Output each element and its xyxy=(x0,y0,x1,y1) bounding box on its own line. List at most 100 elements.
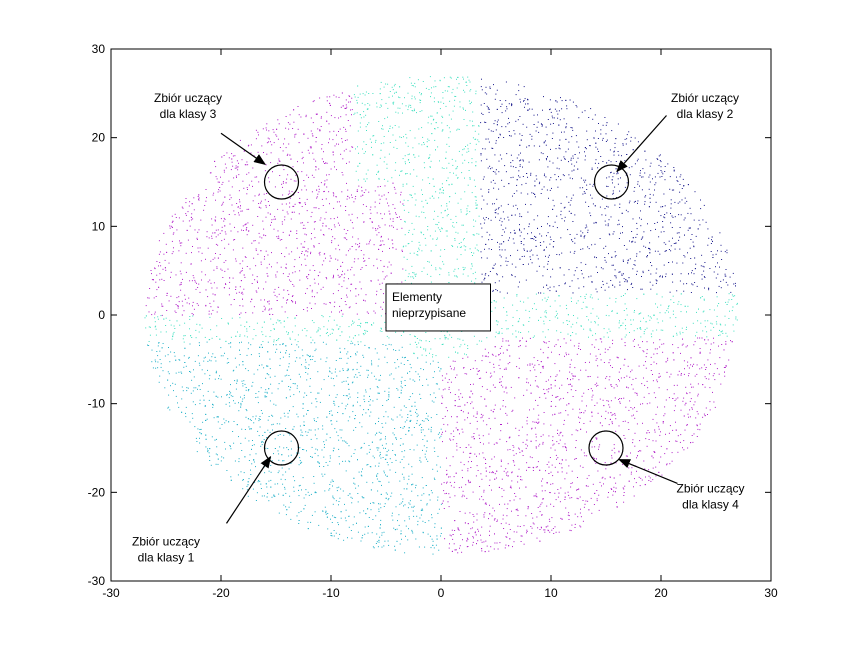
data-point xyxy=(524,98,526,100)
data-point xyxy=(446,235,448,237)
data-point xyxy=(399,503,401,505)
data-point xyxy=(433,197,435,199)
data-point xyxy=(305,264,307,266)
data-point xyxy=(330,410,332,412)
data-point xyxy=(313,322,315,324)
data-point xyxy=(336,143,337,145)
data-point xyxy=(225,233,227,235)
data-point xyxy=(446,167,448,169)
data-point xyxy=(585,201,587,203)
data-point xyxy=(239,199,240,201)
data-point xyxy=(228,323,229,325)
data-point xyxy=(266,273,268,275)
data-point xyxy=(221,183,223,185)
data-point xyxy=(258,353,260,355)
data-point xyxy=(533,408,535,410)
data-point xyxy=(302,407,304,409)
data-point xyxy=(478,233,480,235)
data-point xyxy=(303,162,304,164)
data-point xyxy=(565,447,567,449)
data-point xyxy=(428,139,430,141)
data-point xyxy=(613,172,615,174)
data-point xyxy=(546,312,547,314)
data-point xyxy=(384,438,386,440)
data-point xyxy=(436,112,438,114)
data-point xyxy=(618,371,620,373)
data-point xyxy=(227,268,229,270)
data-point xyxy=(367,322,368,324)
data-point xyxy=(693,363,695,365)
data-point xyxy=(643,396,645,398)
data-point xyxy=(633,346,635,347)
data-point xyxy=(265,281,267,283)
data-point xyxy=(156,261,158,262)
data-point xyxy=(541,226,542,227)
data-point xyxy=(663,231,665,233)
data-point xyxy=(703,204,705,206)
data-point xyxy=(566,196,568,198)
data-point xyxy=(357,493,359,494)
data-point xyxy=(261,326,263,328)
data-point xyxy=(268,470,270,472)
data-point xyxy=(574,458,576,460)
data-point xyxy=(542,124,543,126)
data-point xyxy=(455,231,457,233)
data-point xyxy=(161,278,163,280)
data-point xyxy=(535,293,537,295)
data-point xyxy=(674,216,676,218)
data-point xyxy=(370,280,372,282)
data-point xyxy=(413,169,415,171)
data-point xyxy=(591,297,593,299)
data-point xyxy=(405,142,407,144)
data-point xyxy=(425,350,427,352)
data-point xyxy=(350,219,352,221)
data-point xyxy=(645,159,647,161)
data-point xyxy=(594,457,596,459)
data-point xyxy=(468,444,470,446)
data-point xyxy=(172,382,174,384)
data-point xyxy=(361,496,363,498)
data-point xyxy=(147,344,148,346)
data-point xyxy=(585,369,587,371)
data-point xyxy=(395,471,397,473)
data-point xyxy=(656,363,658,365)
data-point xyxy=(255,500,257,501)
data-point xyxy=(506,108,508,110)
data-point xyxy=(535,175,537,177)
data-point xyxy=(379,157,381,159)
data-point xyxy=(463,268,465,270)
data-point xyxy=(572,221,574,222)
data-point xyxy=(339,497,341,499)
data-point xyxy=(498,364,500,366)
data-point xyxy=(661,276,663,278)
data-point xyxy=(180,245,182,247)
data-point xyxy=(624,160,626,162)
data-point xyxy=(252,185,253,187)
data-point xyxy=(224,441,226,443)
data-point xyxy=(540,503,542,505)
data-point xyxy=(442,217,444,219)
data-point xyxy=(492,130,494,132)
data-point xyxy=(215,243,217,245)
data-point xyxy=(346,287,348,289)
data-point xyxy=(650,317,652,319)
data-point xyxy=(541,502,543,504)
data-point xyxy=(253,373,255,375)
data-point xyxy=(437,361,439,363)
data-point xyxy=(550,376,552,378)
data-point xyxy=(275,218,276,220)
data-point xyxy=(447,90,449,92)
data-point xyxy=(363,254,365,256)
data-point xyxy=(710,343,712,345)
data-point xyxy=(389,225,391,227)
data-point xyxy=(296,233,298,234)
data-point xyxy=(337,412,339,413)
data-point xyxy=(375,141,376,143)
data-point xyxy=(280,351,281,353)
data-point xyxy=(242,225,244,227)
data-point xyxy=(421,354,423,356)
data-point xyxy=(498,333,500,335)
data-point xyxy=(459,338,461,340)
data-point xyxy=(474,271,476,273)
data-point xyxy=(261,441,262,443)
